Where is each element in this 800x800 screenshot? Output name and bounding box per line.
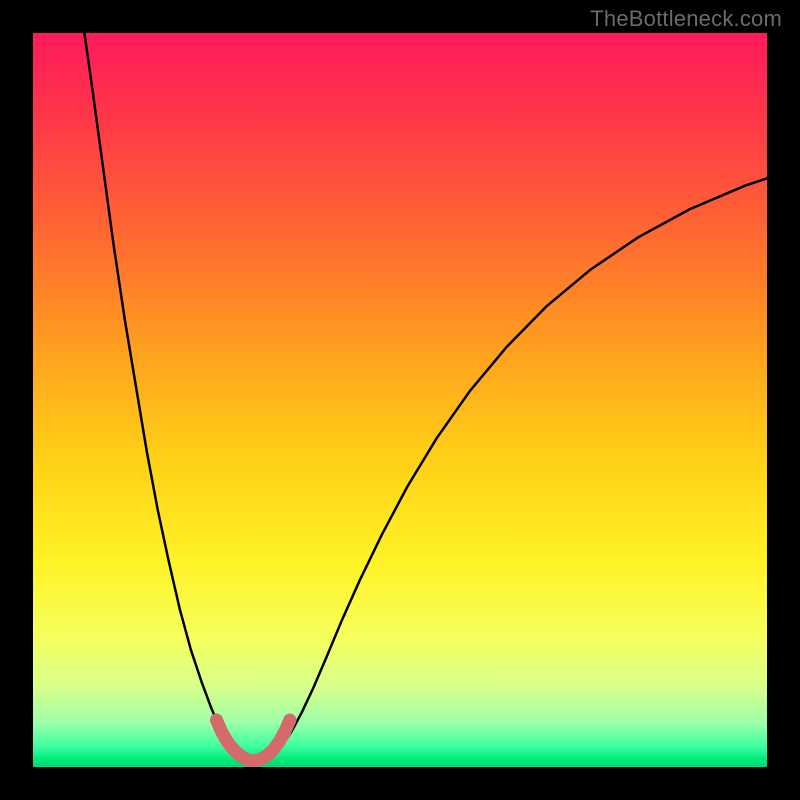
plot-area xyxy=(33,33,767,767)
valley-marker xyxy=(217,720,290,761)
watermark-text: TheBottleneck.com xyxy=(590,6,782,32)
bottleneck-curve xyxy=(84,33,767,763)
curve-layer xyxy=(33,33,767,767)
chart-frame: TheBottleneck.com xyxy=(0,0,800,800)
